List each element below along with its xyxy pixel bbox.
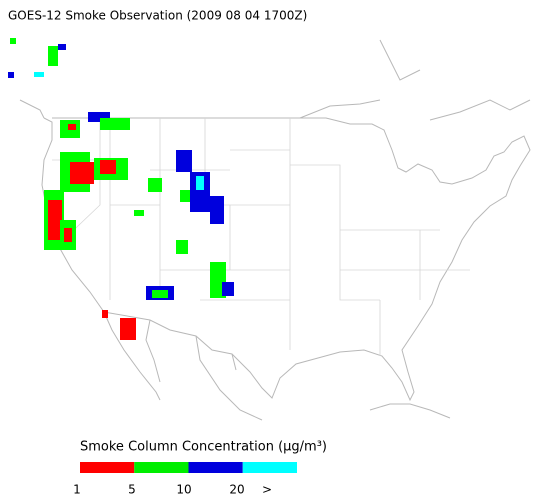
- legend-label: 10: [176, 483, 191, 497]
- smoke-pixel: [190, 172, 210, 212]
- smoke-pixel: [210, 196, 224, 224]
- legend-label: >: [262, 483, 272, 497]
- smoke-pixel: [176, 150, 192, 172]
- us-outline: [41, 117, 531, 402]
- smoke-pixel: [196, 176, 204, 190]
- legend-label: 5: [128, 483, 136, 497]
- smoke-pixel: [100, 160, 116, 174]
- legend-swatch: [188, 462, 243, 473]
- smoke-pixel: [134, 210, 144, 216]
- smoke-pixel: [152, 290, 168, 298]
- state-lines: [52, 118, 470, 356]
- legend-title: Smoke Column Concentration (μg/m³): [80, 440, 327, 455]
- smoke-pixel: [10, 38, 16, 44]
- legend-label: 1: [73, 483, 81, 497]
- smoke-pixel: [176, 240, 188, 254]
- canada: [19, 39, 531, 121]
- baja: [103, 311, 161, 401]
- smoke-pixel: [64, 228, 72, 242]
- smoke-pixel: [70, 162, 94, 184]
- smoke-pixels: [8, 38, 234, 340]
- smoke-pixel: [8, 72, 14, 78]
- smoke-pixel: [68, 124, 76, 130]
- smoke-pixel: [148, 178, 162, 192]
- smoke-pixel: [48, 46, 58, 66]
- legend-swatch: [134, 462, 189, 473]
- smoke-pixel: [102, 310, 108, 318]
- smoke-pixel: [48, 200, 62, 240]
- smoke-pixel: [88, 112, 110, 122]
- smoke-pixel: [180, 190, 190, 202]
- title: GOES-12 Smoke Observation (2009 08 04 17…: [8, 9, 307, 23]
- smoke-pixel: [120, 318, 136, 340]
- smoke-pixel: [34, 72, 44, 77]
- smoke-pixel: [58, 44, 66, 50]
- smoke-pixel: [100, 118, 130, 130]
- legend: 1 5 10 20 >: [73, 462, 297, 497]
- mexico: [195, 335, 263, 421]
- legend-swatch: [80, 462, 135, 473]
- legend-label: 20: [229, 483, 244, 497]
- smoke-pixel: [222, 282, 234, 296]
- legend-swatch: [242, 462, 297, 473]
- cuba: [369, 403, 451, 419]
- basemap: [19, 39, 531, 421]
